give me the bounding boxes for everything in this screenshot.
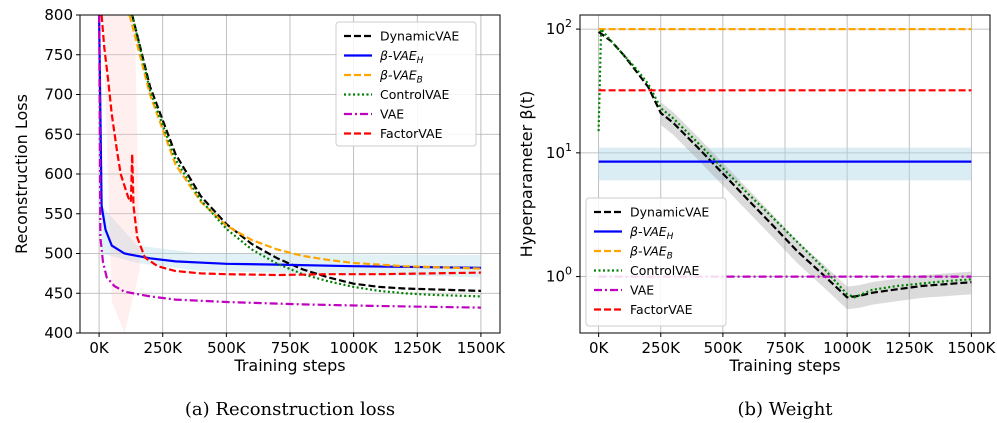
x-tick-label: 1500K xyxy=(947,339,996,357)
y-tick-label: 102 xyxy=(546,17,572,38)
x-axis-label: Training steps xyxy=(233,356,345,375)
y-tick-label: 500 xyxy=(44,245,73,263)
x-tick-label: 750K xyxy=(271,339,311,357)
legend-label-factorvae: FactorVAE xyxy=(630,302,693,317)
weight-chart: 0K 250K 500K 750K 1000K 1250K 1500K 100 101 102 Tr… xyxy=(517,14,997,420)
x-tick-label: 500K xyxy=(207,339,247,357)
x-tick-label: 250K xyxy=(143,339,183,357)
series-lines xyxy=(597,26,972,299)
y-tick-label: 100 xyxy=(546,265,572,286)
legend-label-controlvae: ControlVAE xyxy=(630,263,699,278)
legend-label-dynamicvae: DynamicVAE xyxy=(630,205,709,220)
caption: (a) Reconstruction loss xyxy=(185,399,395,420)
legend-label-vae-h: β-VAEH xyxy=(629,224,674,242)
x-tick-label: 1500K xyxy=(457,339,506,357)
series-line-vae-b xyxy=(128,15,481,270)
legend-label-dynamicvae: DynamicVAE xyxy=(380,29,459,44)
y-tick-label: 650 xyxy=(44,125,73,143)
x-tick-label: 0K xyxy=(589,339,610,357)
x-tick-label: 1250K xyxy=(393,339,442,357)
legend-label-vae: VAE xyxy=(380,107,404,122)
series-line-dynamicvae xyxy=(131,15,481,292)
y-tick-label: 600 xyxy=(44,165,73,183)
series-line-vae xyxy=(98,15,481,309)
legend-box xyxy=(585,197,727,327)
series-line-factorvae xyxy=(100,15,481,277)
caption: (b) Weight xyxy=(737,399,833,420)
series-line-dynamicvae xyxy=(597,31,972,299)
x-tick-label: 1000K xyxy=(330,339,379,357)
reconstruction-loss-chart: 0K 250K 500K 750K 1000K 1250K 1500K 400 450 500 55… xyxy=(12,6,506,420)
legend-label-vae: VAE xyxy=(630,283,654,298)
series-line-controlvae xyxy=(597,26,972,299)
x-tick-label: 1000K xyxy=(823,339,872,357)
y-axis-label: Reconstruction Loss xyxy=(12,94,31,254)
legend-label-controlvae: ControlVAE xyxy=(380,87,449,102)
x-tick-label: 250K xyxy=(642,339,682,357)
y-tick-label: 700 xyxy=(44,86,73,104)
y-axis-label: Hyperparameter β(t) xyxy=(517,91,536,258)
legend-label-vae-h: β-VAEH xyxy=(379,48,424,66)
beta-vae-h-band xyxy=(598,147,972,181)
x-axis-label: Training steps xyxy=(728,356,840,375)
series-line-controlvae xyxy=(131,15,481,298)
y-tick-label: 550 xyxy=(44,205,73,223)
x-tick-label: 0K xyxy=(89,339,110,357)
x-tick-label: 1250K xyxy=(885,339,934,357)
legend-label-vae-b: β-VAEB xyxy=(379,68,423,86)
series-lines xyxy=(98,15,481,309)
y-tick-label: 450 xyxy=(44,284,73,302)
y-tick-label: 750 xyxy=(44,46,73,64)
legend-label-factorvae: FactorVAE xyxy=(380,126,443,141)
beta-vae-h-band xyxy=(101,205,481,278)
series-line-vae-h xyxy=(98,15,481,269)
x-tick-label: 500K xyxy=(704,339,744,357)
y-tick-label: 101 xyxy=(546,141,572,162)
legend-label-vae-b: β-VAEB xyxy=(629,244,673,262)
y-tick-label: 400 xyxy=(44,324,73,342)
x-tick-label: 750K xyxy=(766,339,806,357)
y-tick-label: 800 xyxy=(44,6,73,24)
